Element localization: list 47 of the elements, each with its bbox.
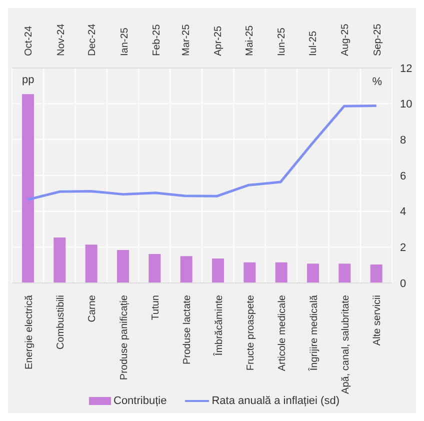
y-tick-label: 4 — [400, 206, 406, 218]
bar — [180, 256, 192, 283]
bar — [85, 244, 98, 283]
x2-tick-label: Feb-25 — [152, 24, 163, 56]
x2-tick-label: Apr-25 — [213, 26, 224, 56]
x-tick-label: Combustibili — [56, 295, 66, 350]
x2-tick-label: Iul-25 — [308, 30, 319, 56]
y-tick-label: 8 — [400, 134, 406, 147]
y-tick-label: 2 — [400, 242, 406, 254]
bar — [370, 264, 382, 283]
x2-tick-label: Iun-25 — [276, 27, 288, 56]
bar — [54, 237, 66, 283]
legend-label: Rata anuală a inflației (sd) — [210, 395, 340, 407]
bar — [148, 254, 161, 283]
x2-tick-label: Aug-25 — [340, 23, 352, 56]
x-tick-label: Tutun — [150, 295, 162, 320]
bar — [275, 262, 288, 283]
legend-label: Contribuție — [112, 395, 167, 407]
x-tick-label: Alte servicii — [372, 295, 384, 346]
bar — [338, 264, 351, 283]
x-tick-label: Articole medicale — [277, 294, 288, 372]
x-tick-label: Îngrijire medicală — [308, 294, 320, 372]
bar — [244, 262, 256, 283]
x-tick-label: Carne — [87, 294, 98, 322]
x-tick-label: Apă, canal, salubritate — [340, 294, 352, 394]
x-tick-label: Produse lactate — [182, 294, 194, 364]
x2-tick-label: Nov-24 — [56, 23, 67, 56]
bar — [212, 258, 224, 283]
annotation: % — [372, 76, 382, 88]
bar — [22, 94, 34, 283]
x2-tick-label: Ian-25 — [119, 27, 130, 56]
x2-tick-label: Mar-25 — [180, 24, 192, 56]
y-tick-label: 12 — [400, 62, 412, 75]
x-tick-label: Produse panificație — [118, 294, 130, 380]
x-tick-label: Fructe proaspete — [246, 294, 256, 371]
bar — [307, 264, 319, 283]
x2-tick-label: Oct-24 — [24, 26, 35, 56]
y-tick-label: 6 — [400, 170, 406, 182]
y-tick-label: 10 — [400, 98, 412, 111]
x2-tick-label: Mai-25 — [244, 24, 256, 56]
x2-tick-label: Dec-24 — [87, 23, 98, 56]
x-tick-label: Îmbrăcăminte — [212, 294, 225, 357]
y-axis-title: pp — [22, 74, 34, 86]
x2-tick-label: Sep-25 — [372, 23, 384, 56]
x-tick-label: Energie electrică — [24, 294, 35, 370]
bar — [117, 250, 129, 283]
y-tick-label: 0 — [400, 278, 406, 290]
